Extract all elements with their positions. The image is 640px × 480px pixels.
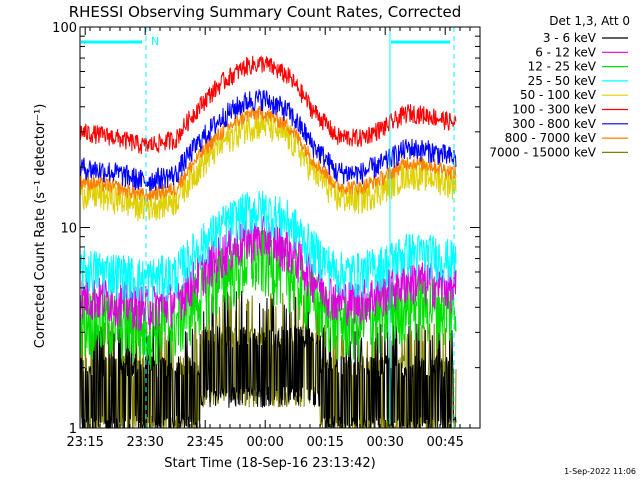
axes: 1 10 100 23:15 23:30 23:45 00:00 00:15 00:30 00:4… [52, 21, 481, 450]
legend-label: 7000 - 15000 keV [489, 145, 596, 159]
y-tick-label: 100 [52, 21, 77, 36]
x-tick-label: 00:15 [306, 435, 343, 450]
legend-label: 6 - 12 keV [535, 45, 597, 59]
series-line [79, 190, 457, 303]
legend-label: 25 - 50 keV [528, 74, 597, 88]
series-line [79, 230, 457, 370]
legend-label: 800 - 7000 keV [505, 131, 597, 145]
legend-label: 300 - 800 keV [512, 117, 596, 131]
series-line [79, 89, 457, 191]
series-line [79, 290, 457, 429]
y-axis-label: Corrected Count Rate (s⁻¹ detector⁻¹) [33, 104, 48, 349]
chart-title: RHESSI Observing Summary Count Rates, Co… [69, 3, 462, 21]
series-6-12kev [79, 216, 457, 332]
series-line [79, 111, 457, 222]
y-tick-label: 1 [69, 422, 77, 437]
footer-date: 1-Sep-2022 11:06 [564, 467, 636, 476]
x-tick-label: 23:30 [126, 435, 163, 450]
series-300-800kev [79, 89, 457, 191]
x-axis-label: Start Time (18-Sep-16 23:13:42) [164, 456, 375, 471]
legend-label: 100 - 300 keV [512, 103, 596, 117]
series-3-6kev [79, 290, 457, 429]
night-interval-2 [389, 27, 455, 428]
night-interval-1: N [81, 27, 159, 428]
night-intervals: N [81, 27, 455, 428]
y-tick-label: 10 [60, 222, 77, 237]
series-line [79, 106, 457, 202]
legend-header: Det 1,3, Att 0 [549, 14, 630, 28]
series-100-300kev [79, 54, 457, 155]
plot-area [79, 54, 457, 430]
x-tick-label: 23:45 [186, 435, 223, 450]
x-tick-label: 00:45 [426, 435, 463, 450]
series-25-50kev [79, 190, 457, 303]
x-tick-label: 00:00 [246, 435, 283, 450]
x-tick-label: 00:30 [366, 435, 403, 450]
series-50-100kev [79, 111, 457, 222]
night-label: N [151, 35, 159, 48]
series-800-7000kev [79, 106, 457, 202]
x-tick-label: 23:15 [66, 435, 103, 450]
series-line [79, 216, 457, 332]
legend-label: 50 - 100 keV [520, 88, 597, 102]
series-line [79, 54, 457, 155]
legend-label: 12 - 25 keV [528, 60, 597, 74]
series-12-25kev [79, 230, 457, 370]
legend-label: 3 - 6 keV [543, 31, 597, 45]
